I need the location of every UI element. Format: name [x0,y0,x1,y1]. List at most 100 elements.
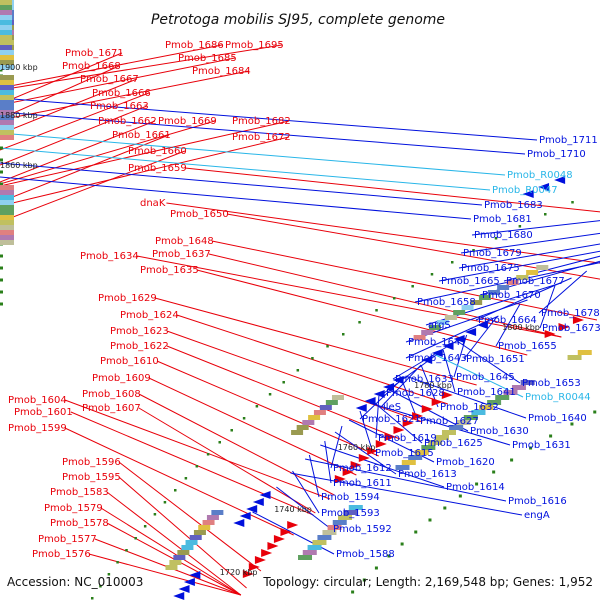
reverse-gene-arrow [392,376,404,384]
forward-gene-arrow [358,454,370,462]
gc-dot [387,554,391,558]
cog-block [470,300,483,305]
gc-dot [529,446,533,450]
cog-block [0,210,14,215]
reverse-gene-label: Pmob_1655 [498,341,557,352]
reverse-gene-label: Pmob_1681 [473,214,532,225]
gc-dot [134,537,137,540]
gc-dot [184,477,188,480]
forward-gene-label: Pmob_1622 [110,341,169,352]
cog-block [421,445,436,450]
reverse-gene-label: Pmob_1673 [542,323,600,334]
reverse-gene-label: Pmob_1614 [446,482,505,493]
reverse-gene-label: Pmob_1625 [424,438,483,449]
cog-block [577,350,592,355]
reverse-gene-arrow [554,176,566,184]
cog-block [338,515,353,520]
connector-line [292,470,320,514]
gc-dot [443,506,447,510]
cog-block [0,105,14,110]
cog-block [0,220,14,225]
kbp-tick-label: 1780 kbp [414,381,452,390]
gc-dot [0,158,3,162]
kbp-tick-label: 1740 kbp [274,505,312,514]
forward-gene-label: Pmob_1662 [98,116,157,127]
forward-gene-label: Pmob_1672 [232,132,291,143]
forward-gene-arrow [384,433,396,441]
forward-gene-label: Pmob_1682 [232,116,291,127]
cog-block [0,35,12,40]
reverse-gene-label: Pmob_1628 [386,388,445,399]
reverse-gene-label: Pmob_1647 [408,337,467,348]
connector-line [304,458,507,502]
gc-dot [0,69,3,72]
cog-block [487,290,500,295]
connector-line [308,454,320,498]
connector-line [276,486,332,530]
cog-block [0,120,14,125]
cog-block [319,405,332,410]
forward-gene-label: Pmob_1599 [8,423,67,434]
cog-block [0,45,12,50]
connector-line [0,70,249,121]
connector-line [539,285,556,329]
connector-line [460,232,600,254]
cog-block [506,280,519,285]
cog-block [0,110,14,115]
connector-line [442,349,456,393]
reverse-gene-label: Pmob_1658 [417,297,476,308]
forward-gene-arrow [558,323,570,331]
reverse-gene-arrow [178,585,190,593]
cog-block [0,90,14,95]
forward-gene-label: Pmob_1667 [80,74,139,85]
cog-block [327,525,342,530]
connector-line [0,44,222,89]
cog-block [0,240,14,245]
forward-gene-arrow [441,391,453,399]
reverse-gene-label: Pmob_1616 [508,496,567,507]
forward-gene-label: Pmob_1663 [90,101,149,112]
gc-dot [230,429,233,432]
gc-dot [428,518,432,522]
connector-line [0,132,506,176]
forward-gene-arrow [375,440,387,448]
connector-line [208,253,562,338]
forward-gene-label: Pmob_1634 [80,251,139,262]
gc-dot [268,393,272,396]
reverse-gene-label: Pmob_1643 [408,353,467,364]
forward-gene-label: Pmob_1607 [82,403,141,414]
reverse-gene-arrow [431,349,443,357]
connector-line [106,491,242,596]
gc-dot [90,597,94,600]
gc-dot [326,345,329,348]
cog-block [567,355,582,360]
cog-block [0,135,14,140]
connector-line [0,57,235,106]
cog-block [0,60,14,65]
gc-dot [492,470,496,474]
reverse-gene-label: engA [524,510,550,521]
connector-line [0,111,526,155]
cog-block [428,440,443,445]
forward-gene-label: Pmob_1601 [14,407,73,418]
reverse-gene-label: Pmob_1612 [333,463,392,474]
cog-block [0,50,14,55]
kbp-tick-label: 1720 kbp [220,568,258,577]
connector-line [0,176,472,220]
gc-dot [153,513,157,516]
gc-dot [351,590,355,594]
forward-gene-arrow [287,521,299,529]
gc-dot [430,273,434,276]
gc-dot [0,182,3,186]
gc-dot [570,422,574,426]
connector-line [0,120,290,187]
connector-line [136,255,562,338]
forward-gene-label: Pmob_1685 [178,53,237,64]
gc-dot [206,453,210,456]
cog-block [0,230,14,235]
gc-dot [296,369,300,372]
gc-dot [358,321,361,324]
cog-block [497,285,510,290]
gc-dot [475,482,479,486]
